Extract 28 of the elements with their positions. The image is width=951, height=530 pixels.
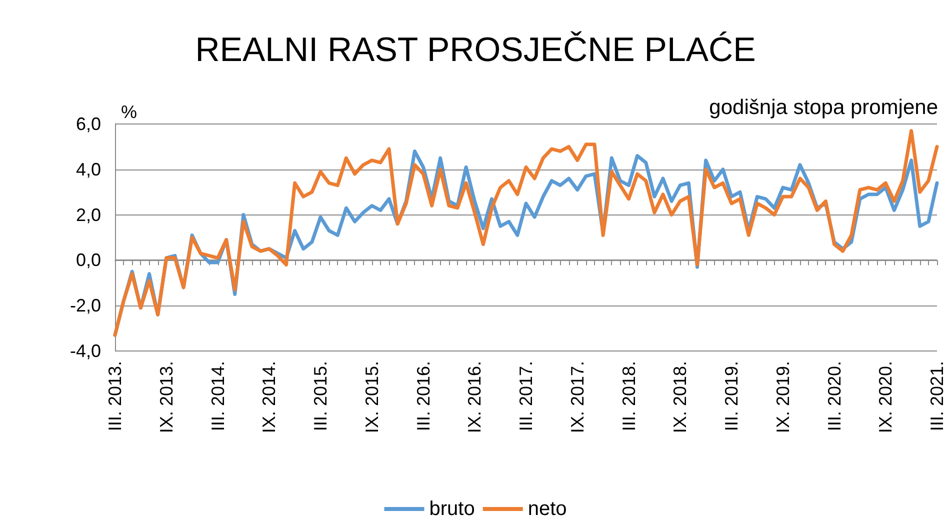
x-tick-label: IX. 2013. (156, 361, 176, 434)
chart-subtitle: godišnja stopa promjene (709, 96, 938, 119)
chart-title: REALNI RAST PROSJEČNE PLAĆE (195, 31, 756, 69)
x-tick-label: III. 2018. (618, 361, 639, 432)
x-tick-label: III. 2019. (722, 361, 742, 432)
y-tick-label: -4,0 (70, 341, 101, 361)
y-axis-title: % (121, 102, 138, 122)
x-tick-label: III. 2015. (310, 361, 330, 432)
x-tick-label: IX. 2014. (259, 361, 280, 434)
x-tick-label: III. 2017. (516, 361, 536, 432)
x-tick-label: III. 2016. (413, 361, 434, 432)
x-tick-label: IX. 2018. (670, 361, 690, 434)
x-tick-label: III. 2014. (208, 361, 228, 432)
x-tick-label: IX. 2015. (362, 361, 382, 434)
x-tick-label: III. 2021. (927, 361, 947, 432)
x-tick-label: III. 2020. (824, 361, 844, 432)
x-tick-label: III. 2013. (105, 361, 125, 432)
x-tick-label: IX. 2016. (464, 361, 485, 434)
y-tick-label: 6,0 (76, 114, 101, 134)
x-tick-label: IX. 2017. (567, 361, 588, 434)
x-tick-label: IX. 2020. (876, 361, 896, 434)
legend-label: neto (528, 498, 567, 520)
y-tick-label: 0,0 (76, 250, 101, 270)
y-tick-label: -2,0 (70, 296, 101, 316)
legend-label: bruto (429, 498, 475, 520)
y-tick-label: 2,0 (76, 204, 101, 225)
x-tick-label: IX. 2019. (772, 361, 793, 434)
y-tick-label: 4,0 (76, 159, 101, 180)
